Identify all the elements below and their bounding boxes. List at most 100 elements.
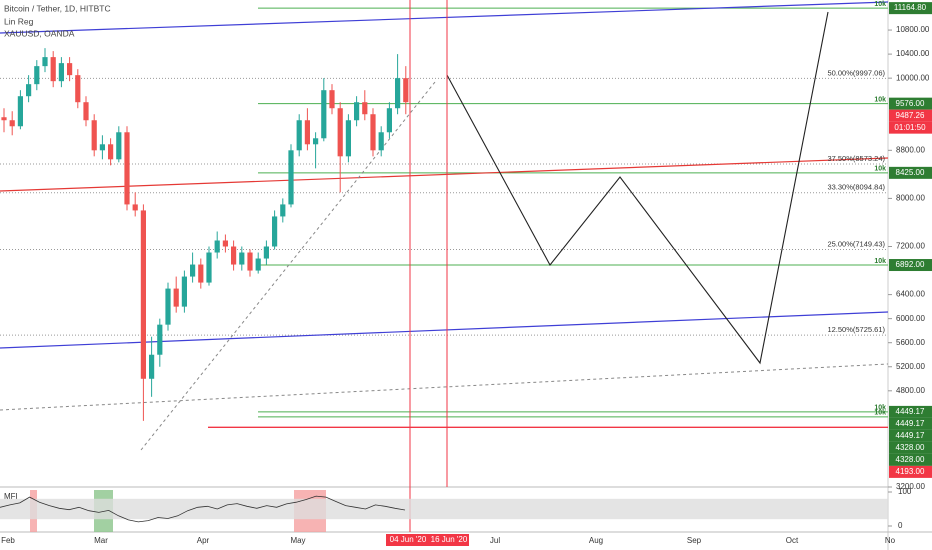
fib-label: 50.00%(9997.06) — [827, 68, 885, 77]
price-tick-label: 5200.00 — [896, 362, 925, 371]
candle-body — [42, 57, 48, 67]
candle-body — [337, 108, 343, 157]
symbol: Bitcoin / Tether, 1D, HITBTC — [4, 3, 111, 13]
time-label: No — [885, 536, 896, 545]
candle-body — [181, 276, 187, 307]
candle-body — [9, 120, 15, 127]
price-tick-label: 10000.00 — [896, 73, 930, 82]
candle-body — [345, 120, 351, 157]
candle-body — [288, 150, 294, 205]
candle-body — [173, 288, 179, 307]
mfi-tick-label: 0 — [898, 521, 903, 530]
price-badge-label: 4449.17 — [896, 431, 925, 440]
price-badge — [889, 453, 932, 466]
price-tick-label: 6000.00 — [896, 314, 925, 323]
candle-body — [214, 240, 220, 253]
candle-body — [313, 138, 319, 145]
candle-body — [91, 120, 97, 151]
fib-label: 25.00%(7149.43) — [827, 240, 885, 249]
candle-body — [395, 78, 401, 109]
price-tick-label: 4800.00 — [896, 386, 925, 395]
candle-body — [239, 252, 245, 265]
price-tick-label: 5600.00 — [896, 338, 925, 347]
time-label: Mar — [94, 536, 108, 545]
candle-body — [34, 66, 40, 85]
price-tick-label: 10400.00 — [896, 49, 930, 58]
candle-body — [157, 324, 163, 355]
price-badge — [889, 259, 932, 272]
time-label: May — [290, 536, 305, 545]
candle-body — [222, 240, 228, 247]
price-tick-label: 8800.00 — [896, 145, 925, 154]
compare-symbol: XAUUSD, OANDA — [4, 28, 75, 38]
candle-body — [99, 144, 105, 151]
level-label: 10k — [874, 96, 886, 103]
candle-body — [190, 264, 196, 277]
candle-body — [116, 132, 122, 160]
candle-body — [403, 78, 409, 103]
time-label: Sep — [687, 536, 702, 545]
candle-body — [149, 354, 155, 379]
candle-body — [1, 117, 7, 121]
candle-body — [165, 288, 171, 325]
price-badge-label: 4328.00 — [896, 455, 925, 464]
candle-body — [296, 120, 302, 151]
date-badge-label: 04 Jun '20 — [390, 535, 427, 544]
candle-body — [280, 204, 286, 217]
price-badge-label: 9576.00 — [896, 99, 925, 108]
price-badge — [889, 97, 932, 110]
mfi-tick-label: 100 — [898, 487, 912, 496]
time-label: Aug — [589, 536, 603, 545]
price-badge — [889, 121, 932, 134]
candle-body — [272, 216, 278, 247]
price-tick-label: 6400.00 — [896, 290, 925, 299]
plot-area — [0, 7, 888, 428]
candle-body — [58, 63, 64, 82]
projection-path — [446, 11, 829, 365]
candle-body — [67, 63, 73, 76]
date-badge — [386, 534, 428, 546]
mfi-line — [0, 495, 406, 523]
price-badge — [889, 417, 932, 430]
date-badge — [427, 534, 469, 546]
candle-body — [247, 252, 253, 271]
candle-body — [124, 132, 130, 205]
price-badge — [889, 465, 932, 478]
candle-body — [83, 102, 89, 121]
candle-body — [329, 90, 335, 109]
candle-body — [17, 96, 23, 127]
price-badge-label: 4328.00 — [896, 443, 925, 452]
price-tick-label: 8000.00 — [896, 194, 925, 203]
candle-body — [75, 75, 81, 103]
candle-body — [255, 258, 261, 271]
candle-body — [263, 246, 269, 259]
candle-body — [50, 57, 56, 82]
price-tick-label: 7200.00 — [896, 242, 925, 251]
candle-body — [321, 90, 327, 139]
candle-body — [386, 108, 392, 133]
price-badge-label: 4193.00 — [896, 467, 925, 476]
candle-body — [132, 204, 138, 211]
level-label: 10k — [874, 1, 886, 8]
level-label: 10k — [874, 405, 886, 412]
candle-body — [198, 264, 204, 283]
regression-line — [140, 81, 436, 451]
price-badge-label: 11164.80 — [894, 3, 927, 12]
fib-label: 33.30%(8094.84) — [827, 183, 885, 192]
price-badge — [889, 405, 932, 418]
price-badge-label: 8425.00 — [896, 168, 925, 177]
fib-label: 12.50%(5725.61) — [827, 325, 885, 334]
level-label: 10k — [874, 166, 886, 173]
level-label: 10k — [874, 258, 886, 265]
regression-line — [0, 363, 889, 411]
time-label: Jul — [490, 536, 500, 545]
time-label: Oct — [786, 536, 799, 545]
level-label: 10k — [874, 410, 886, 417]
candle-body — [108, 144, 114, 160]
time-label: Apr — [197, 536, 210, 545]
indicator: Lin Reg — [4, 16, 34, 26]
candle-body — [304, 120, 310, 145]
candle-body — [354, 102, 360, 121]
